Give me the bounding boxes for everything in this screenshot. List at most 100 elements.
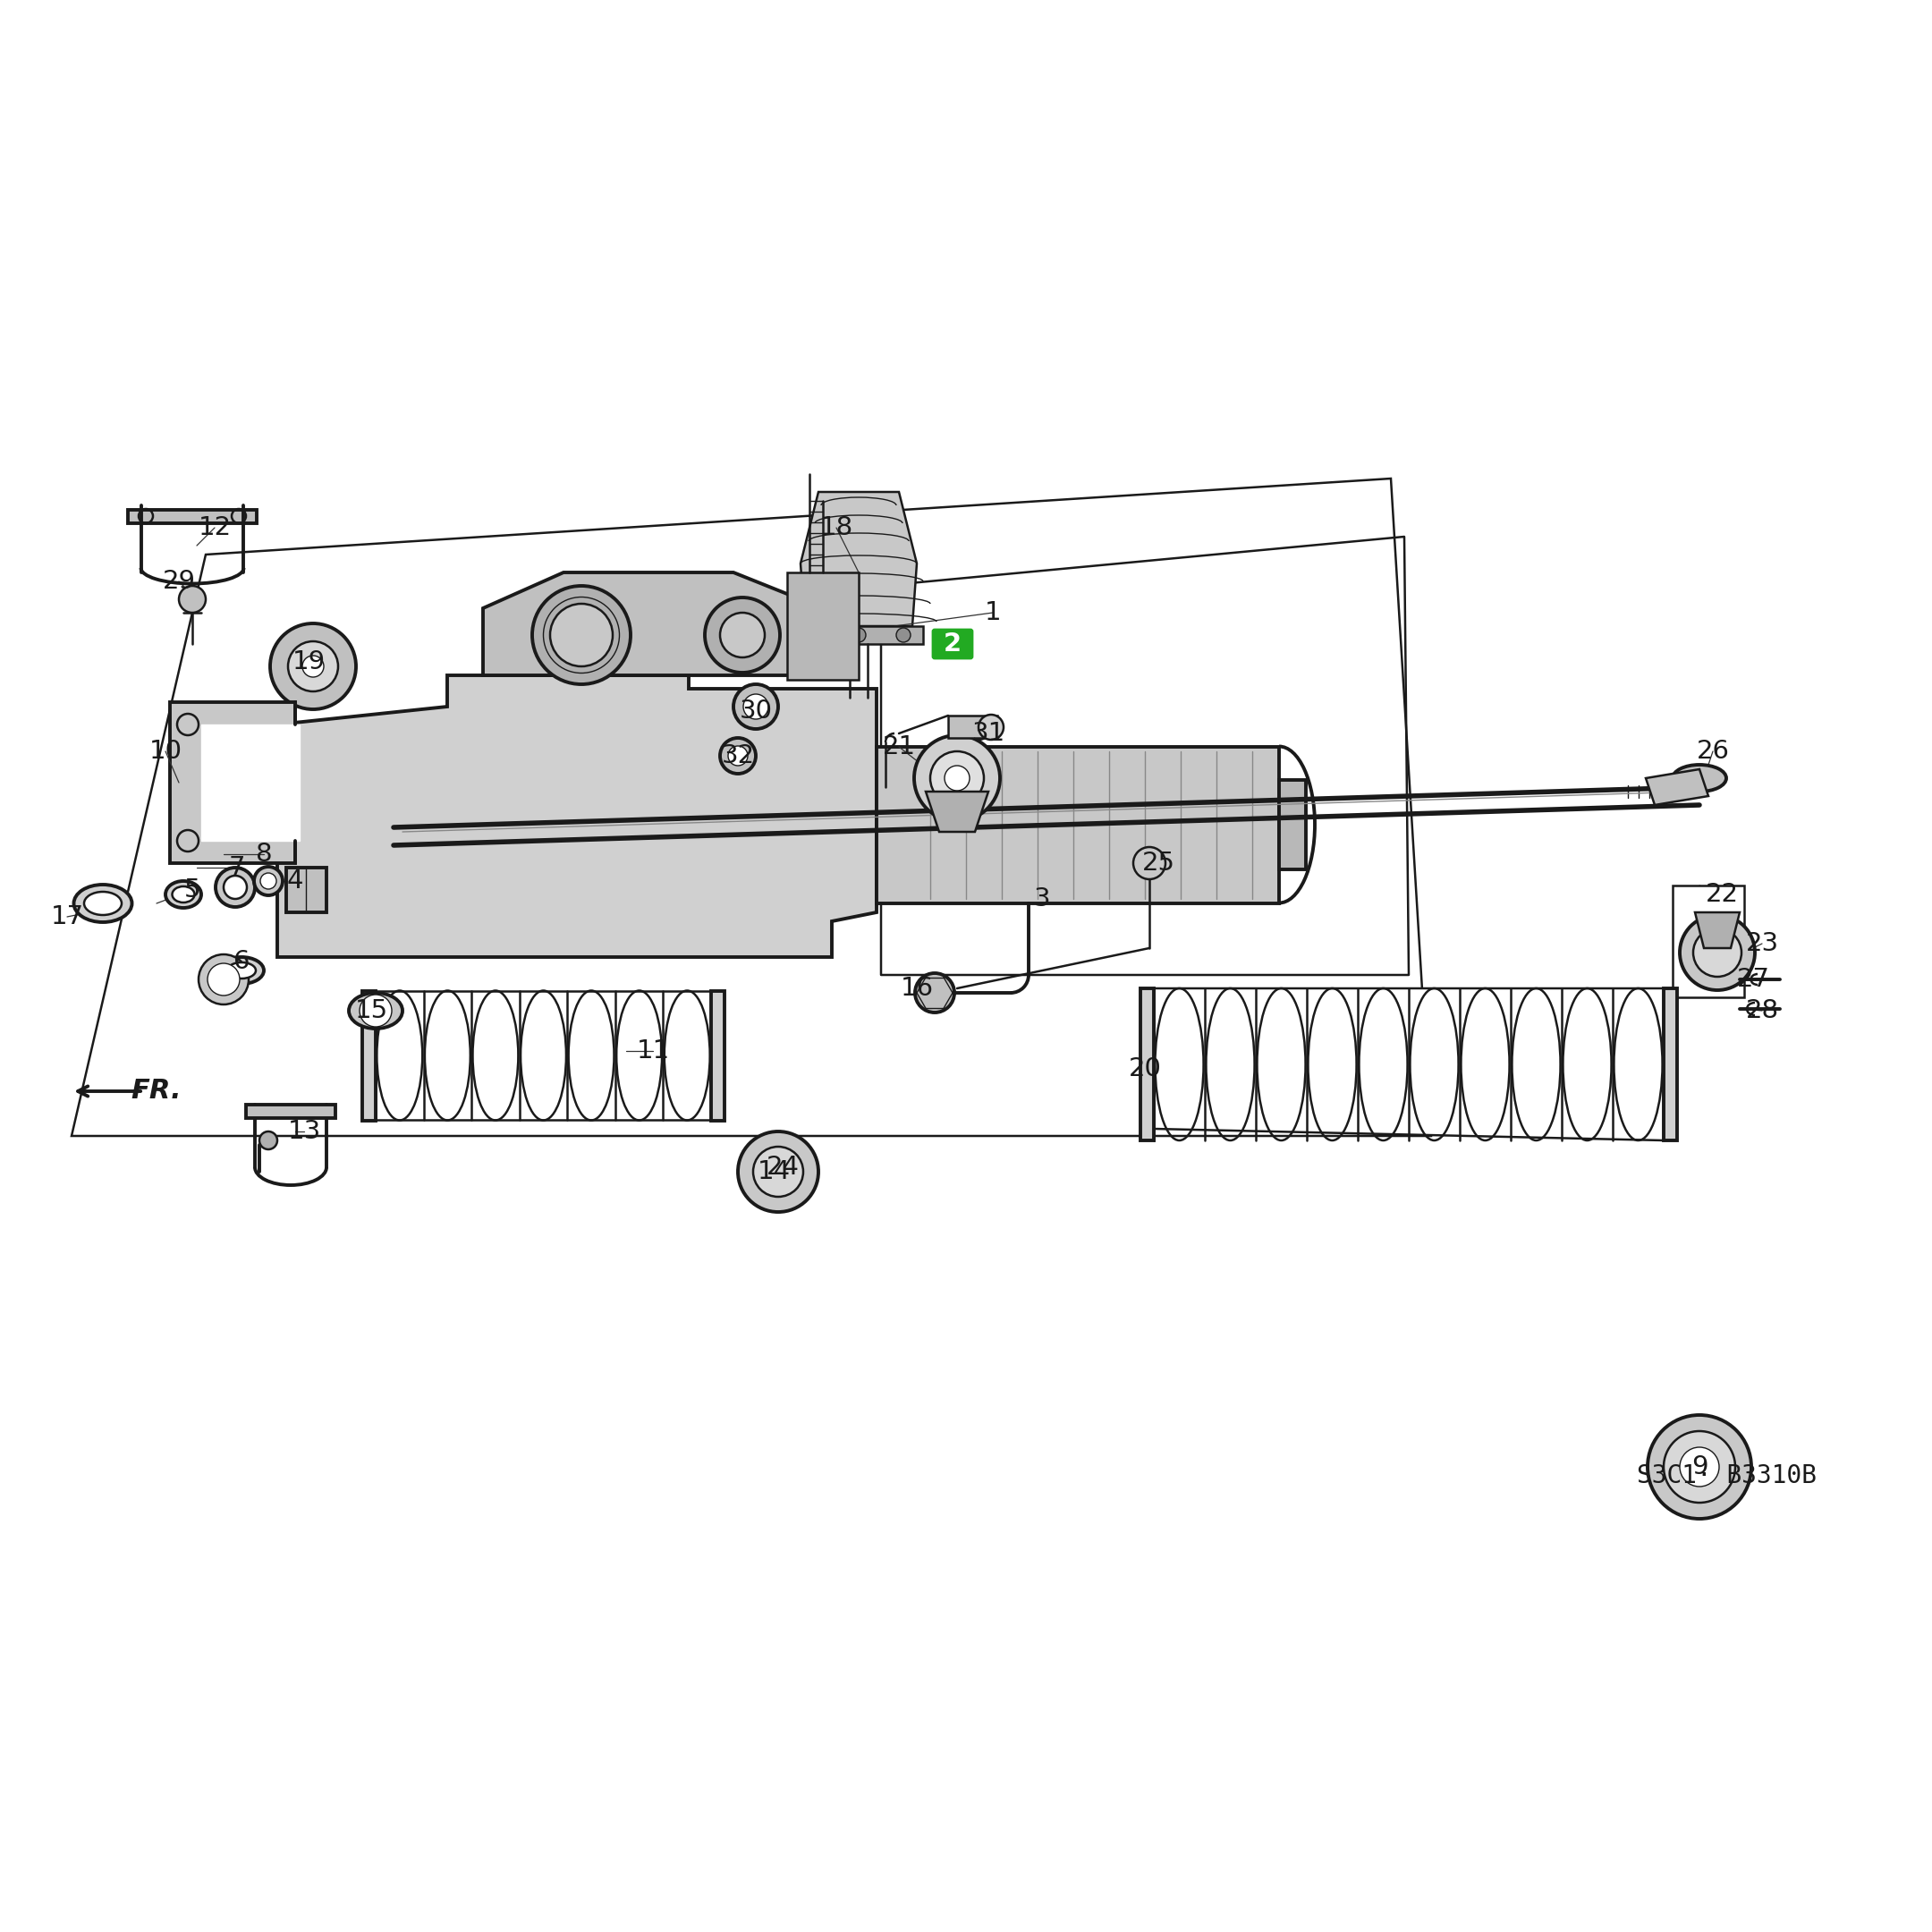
Circle shape bbox=[259, 1132, 278, 1150]
Text: 23: 23 bbox=[1745, 931, 1779, 956]
Text: S3C1· B3310B: S3C1· B3310B bbox=[1636, 1463, 1816, 1488]
Polygon shape bbox=[1646, 769, 1708, 806]
FancyBboxPatch shape bbox=[933, 630, 972, 659]
Text: 20: 20 bbox=[1128, 1057, 1161, 1082]
Polygon shape bbox=[483, 572, 823, 676]
Circle shape bbox=[359, 995, 392, 1026]
Circle shape bbox=[301, 655, 325, 676]
Ellipse shape bbox=[73, 885, 131, 922]
Polygon shape bbox=[375, 991, 711, 1121]
Circle shape bbox=[896, 628, 910, 641]
Circle shape bbox=[753, 1148, 804, 1196]
Text: 14: 14 bbox=[757, 1159, 790, 1184]
Text: 32: 32 bbox=[721, 744, 755, 769]
Circle shape bbox=[734, 684, 779, 728]
Circle shape bbox=[929, 752, 983, 806]
Text: 27: 27 bbox=[1737, 966, 1770, 991]
Circle shape bbox=[744, 694, 769, 719]
Text: 24: 24 bbox=[767, 1155, 800, 1180]
Circle shape bbox=[1692, 929, 1741, 978]
Polygon shape bbox=[286, 867, 327, 912]
Circle shape bbox=[1679, 916, 1754, 989]
Polygon shape bbox=[1694, 912, 1739, 949]
Circle shape bbox=[180, 585, 205, 612]
Circle shape bbox=[721, 738, 755, 773]
Text: 11: 11 bbox=[636, 1039, 670, 1063]
Text: 7: 7 bbox=[228, 856, 245, 881]
Ellipse shape bbox=[172, 887, 195, 902]
Ellipse shape bbox=[228, 962, 255, 978]
Ellipse shape bbox=[350, 993, 402, 1028]
Bar bbox=[1140, 989, 1153, 1140]
Text: 5: 5 bbox=[184, 877, 201, 902]
Circle shape bbox=[261, 873, 276, 889]
Polygon shape bbox=[1279, 781, 1306, 869]
Text: 6: 6 bbox=[234, 949, 249, 974]
Circle shape bbox=[721, 612, 765, 657]
Polygon shape bbox=[1153, 989, 1663, 1140]
Bar bbox=[1673, 885, 1745, 997]
Ellipse shape bbox=[166, 881, 201, 908]
Polygon shape bbox=[786, 572, 858, 680]
Bar bbox=[711, 991, 724, 1121]
Polygon shape bbox=[245, 1105, 336, 1119]
Text: 10: 10 bbox=[149, 738, 182, 763]
Circle shape bbox=[738, 1132, 819, 1211]
Polygon shape bbox=[800, 493, 918, 626]
Circle shape bbox=[1663, 1432, 1735, 1503]
Polygon shape bbox=[71, 479, 1432, 1136]
Bar bbox=[1663, 989, 1677, 1140]
Text: 17: 17 bbox=[50, 904, 83, 929]
Text: 26: 26 bbox=[1696, 738, 1729, 763]
Circle shape bbox=[288, 641, 338, 692]
Circle shape bbox=[916, 974, 954, 1012]
Circle shape bbox=[808, 628, 821, 641]
Circle shape bbox=[728, 746, 748, 765]
Ellipse shape bbox=[85, 893, 122, 916]
Text: 2: 2 bbox=[943, 632, 962, 657]
Bar bbox=[363, 991, 375, 1121]
Circle shape bbox=[253, 867, 282, 895]
Text: 13: 13 bbox=[288, 1119, 321, 1144]
Text: 1: 1 bbox=[985, 601, 1001, 626]
Circle shape bbox=[1134, 846, 1165, 879]
Circle shape bbox=[224, 875, 247, 898]
Text: 19: 19 bbox=[292, 649, 325, 674]
Ellipse shape bbox=[218, 956, 265, 983]
Text: 15: 15 bbox=[355, 999, 388, 1024]
Circle shape bbox=[978, 715, 1003, 740]
Circle shape bbox=[270, 624, 355, 709]
Circle shape bbox=[1679, 1447, 1719, 1486]
Circle shape bbox=[531, 585, 630, 684]
Text: 3: 3 bbox=[1034, 887, 1051, 912]
Polygon shape bbox=[877, 748, 1279, 904]
Text: 21: 21 bbox=[883, 734, 916, 759]
Text: 31: 31 bbox=[972, 721, 1005, 746]
Text: 29: 29 bbox=[162, 568, 195, 593]
Polygon shape bbox=[794, 626, 923, 643]
Polygon shape bbox=[201, 724, 299, 840]
Circle shape bbox=[199, 954, 249, 1005]
Circle shape bbox=[705, 597, 781, 672]
Polygon shape bbox=[278, 676, 877, 956]
Circle shape bbox=[914, 736, 1001, 821]
Circle shape bbox=[852, 628, 866, 641]
Text: 9: 9 bbox=[1690, 1455, 1708, 1480]
Text: 16: 16 bbox=[900, 976, 933, 1001]
Text: 8: 8 bbox=[255, 842, 272, 867]
Text: 22: 22 bbox=[1706, 881, 1739, 906]
Ellipse shape bbox=[1673, 765, 1727, 792]
Circle shape bbox=[945, 765, 970, 790]
Text: 28: 28 bbox=[1745, 999, 1779, 1024]
Circle shape bbox=[551, 603, 612, 667]
Circle shape bbox=[1648, 1414, 1750, 1519]
Text: 25: 25 bbox=[1142, 850, 1175, 875]
Text: 12: 12 bbox=[199, 516, 232, 541]
Text: FR.: FR. bbox=[131, 1078, 182, 1105]
Polygon shape bbox=[170, 701, 296, 864]
Circle shape bbox=[216, 867, 255, 906]
Text: 30: 30 bbox=[740, 699, 773, 724]
Polygon shape bbox=[925, 792, 989, 833]
Polygon shape bbox=[949, 715, 997, 738]
Text: 18: 18 bbox=[819, 516, 852, 541]
